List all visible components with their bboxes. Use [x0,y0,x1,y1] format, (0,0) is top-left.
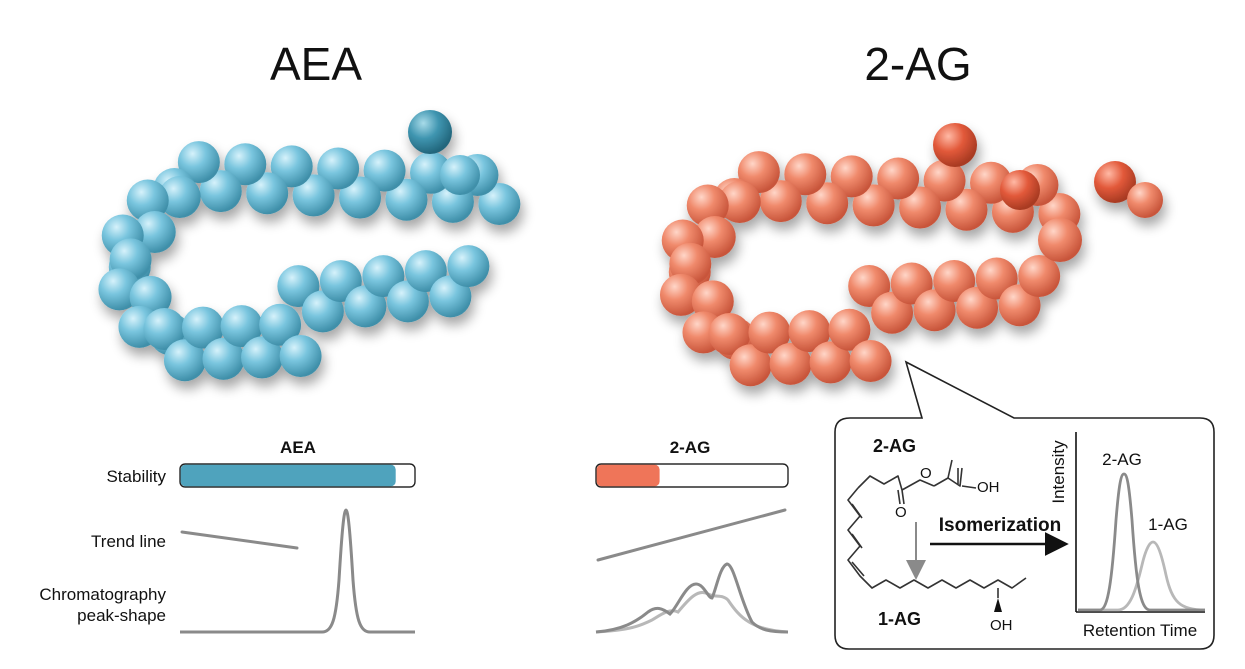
atom [292,174,335,217]
atom [1018,255,1061,298]
atom [729,344,772,387]
inset-label-1ag: 1-AG [878,609,921,629]
inset-structure [847,459,1027,589]
isomerization-label: Isomerization [939,515,1061,536]
inset-peak-2ag [1078,472,1205,612]
chrom-peak-2ag-dark [595,562,789,634]
atom [478,182,521,225]
label-stability: Stability [106,467,166,486]
atom [408,110,452,154]
atom [301,290,344,333]
stability-bar-2ag-fill [596,464,660,487]
bar-label-2ag: 2-AG [670,438,711,457]
inset-peak-1ag [1078,540,1206,612]
atom [126,179,169,222]
trend-line-aea [180,530,299,550]
atom [1038,218,1082,262]
atom [748,311,791,354]
chrom-peak-2ag-light [595,591,789,634]
atom [708,313,751,356]
atom [199,170,242,213]
atom [246,172,289,215]
inset-o-carbonyl: O [895,504,907,521]
stability-bar-2ag-outline [595,463,789,488]
trend-line-2ag [596,508,787,562]
atom [877,157,920,200]
2ag-molecule [659,123,1163,387]
atom [241,336,284,379]
inset-y-axis-label: Intensity [1049,440,1068,504]
inset-peak-label-2ag: 2-AG [1102,450,1142,469]
atom [344,285,387,328]
atom [133,210,176,253]
chrom-peak-aea [180,508,415,634]
inset-wedge [994,598,1002,612]
atom [363,149,406,192]
atom [339,176,382,219]
atom [788,310,831,353]
label-trend-line: Trend line [91,532,166,551]
atom [410,151,453,194]
atom [270,145,313,188]
atom [769,342,812,385]
inset-o-ester: O [920,465,932,482]
atom [224,143,267,186]
atom [143,308,186,351]
atom [784,153,827,196]
bar-label-aea: AEA [280,438,316,457]
label-chromatography: Chromatography [39,585,166,604]
atom [830,155,873,198]
atom [828,308,871,351]
inset-oh-top: OH [977,479,1000,496]
inset-x-axis-label: Retention Time [1083,621,1197,640]
atom [158,175,201,218]
atom [181,306,224,349]
inset-callout [834,360,1215,650]
atom [279,334,322,377]
atom [806,182,849,225]
atom [1000,170,1040,210]
title-2ag: 2-AG [864,38,971,90]
title-aea: AEA [270,38,362,90]
atom [718,180,761,223]
atom [945,188,988,231]
label-peak-shape: peak-shape [77,606,166,625]
atom [686,184,729,227]
aea-molecule [98,110,521,382]
inset-label-2ag: 2-AG [873,436,916,456]
atom [809,341,852,384]
atom [440,155,480,195]
atom [923,159,966,202]
atom [385,178,428,221]
atom [1127,182,1163,218]
inset-oh-bottom: OH [990,617,1013,634]
stability-bar-aea-outline [179,463,416,488]
atom [317,147,360,190]
atom [659,273,702,316]
inset-peak-label-1ag: 1-AG [1148,515,1188,534]
atom [202,337,245,380]
atom [693,215,736,258]
atom [259,303,302,346]
atom [177,141,220,184]
atom [737,151,780,194]
atom [220,305,263,348]
stability-bar-aea-fill [180,464,396,487]
atom [163,339,206,382]
atom [852,184,895,227]
atom [759,180,802,223]
atom [429,275,472,318]
atom [1094,161,1136,203]
atom [386,280,429,323]
atom [447,245,490,288]
atom [849,339,892,382]
atom [899,186,942,229]
atom [933,123,977,167]
